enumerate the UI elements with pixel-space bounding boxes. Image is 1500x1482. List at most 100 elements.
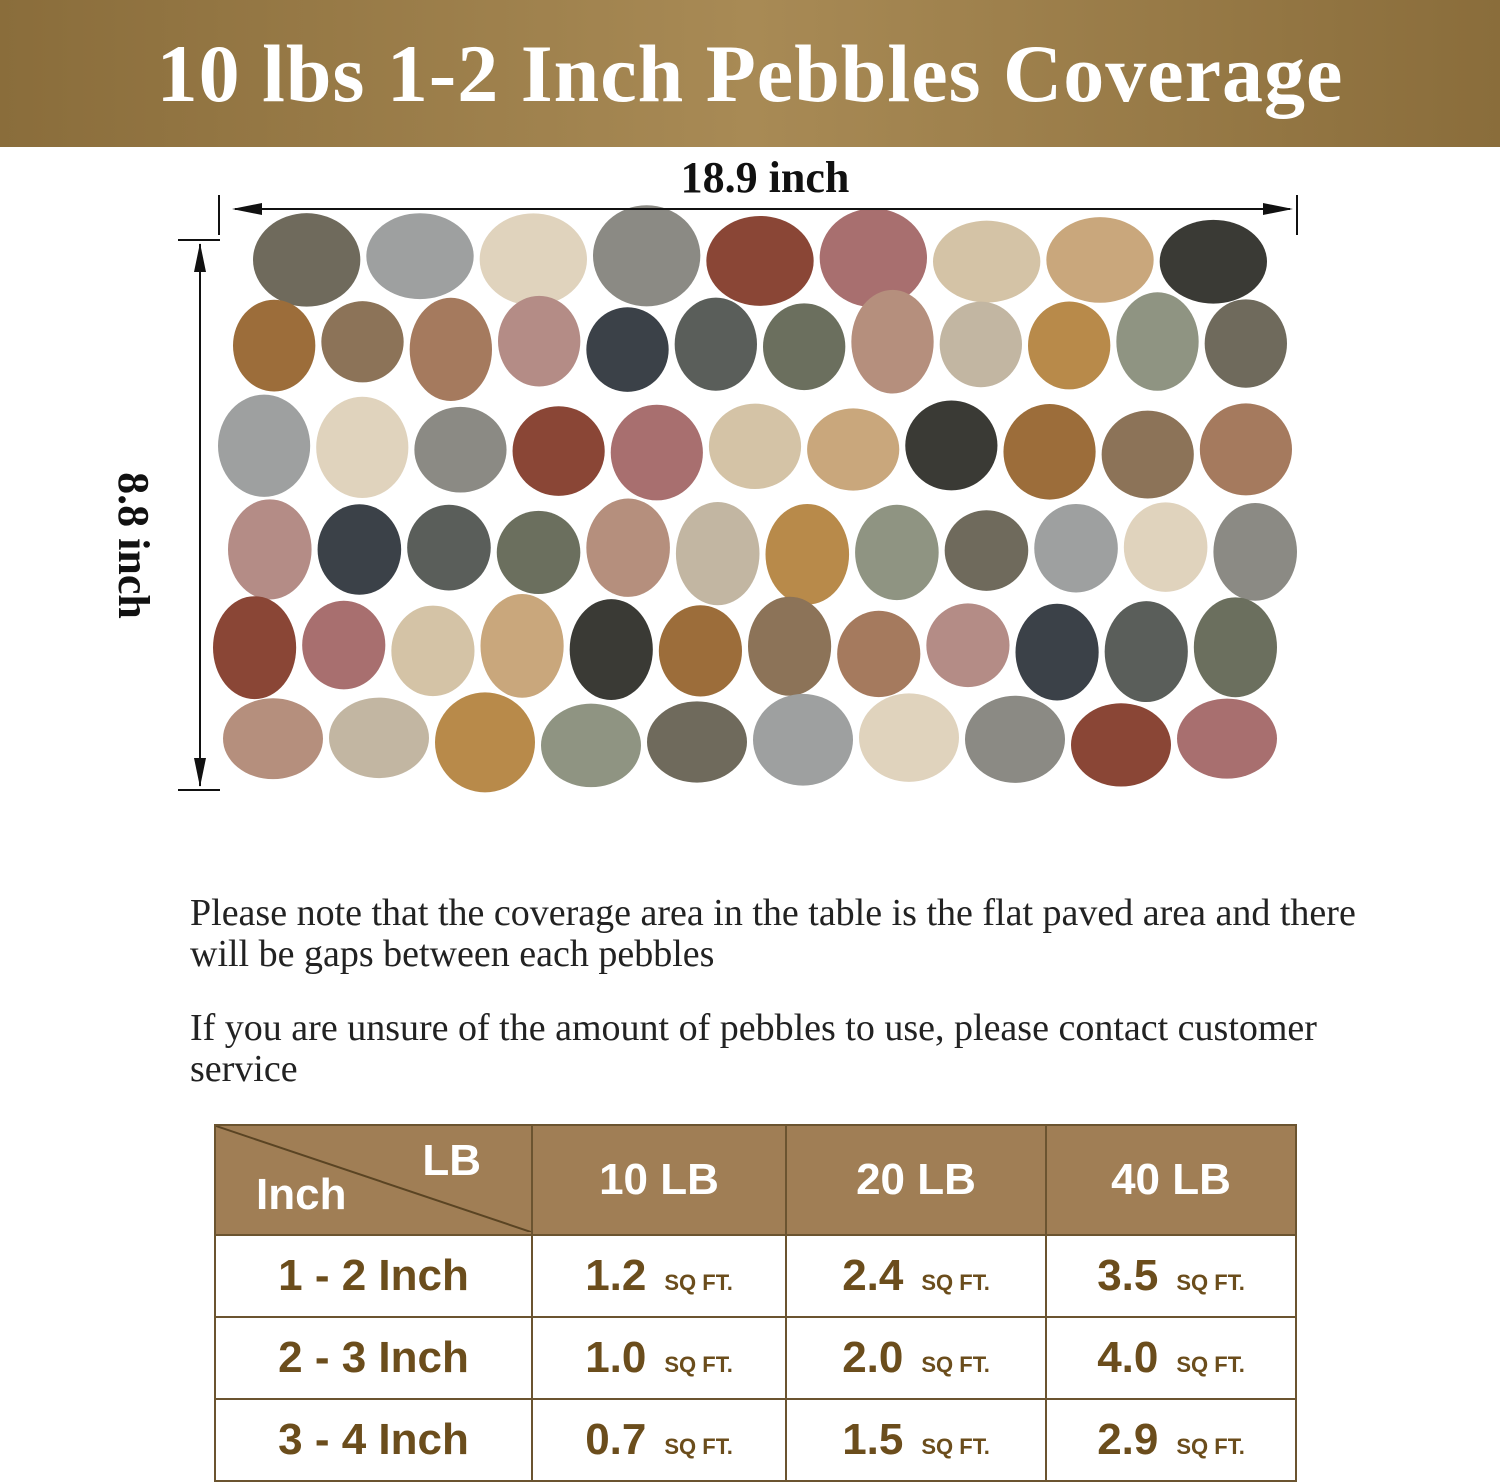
pebble bbox=[965, 695, 1065, 783]
pebble bbox=[586, 307, 669, 392]
pebble bbox=[1104, 601, 1188, 703]
pebble bbox=[302, 600, 386, 690]
pebble bbox=[905, 400, 998, 491]
pebble bbox=[851, 289, 934, 394]
table-header-row: Inch LB 10 LB 20 LB 40 LB bbox=[214, 1124, 1297, 1236]
coverage-table: Inch LB 10 LB 20 LB 40 LB 1 - 2 Inch 1.2… bbox=[214, 1124, 1297, 1482]
pebble bbox=[498, 295, 581, 387]
pebble bbox=[1015, 603, 1099, 701]
note-contact: If you are unsure of the amount of pebbl… bbox=[190, 1007, 1317, 1090]
size-cell: 1 - 2 Inch bbox=[214, 1234, 533, 1318]
pebble bbox=[708, 403, 802, 490]
table-row: 3 - 4 Inch 0.7 SQ FT. 1.5 SQ FT. 2.9 SQ FT. bbox=[214, 1398, 1297, 1482]
pebble bbox=[1123, 502, 1208, 592]
note-coverage: Please note that the coverage area in th… bbox=[190, 892, 1356, 975]
value-cell: 2.4 SQ FT. bbox=[785, 1234, 1047, 1318]
pebble bbox=[753, 693, 853, 786]
width-label: 18.9 inch bbox=[680, 153, 850, 202]
pebble bbox=[218, 394, 311, 497]
pebble bbox=[512, 406, 605, 496]
arrowhead-top bbox=[194, 243, 206, 272]
pebble bbox=[706, 215, 814, 306]
value-cell: 3.5 SQ FT. bbox=[1045, 1234, 1297, 1318]
pebble bbox=[1046, 217, 1154, 303]
pebble bbox=[674, 297, 757, 391]
pebble bbox=[232, 299, 316, 392]
pebble bbox=[213, 596, 297, 700]
pebble bbox=[366, 213, 474, 300]
pebble bbox=[593, 205, 701, 307]
pebble bbox=[435, 692, 535, 793]
pebble bbox=[391, 605, 475, 697]
pebble bbox=[1071, 703, 1171, 787]
pebble bbox=[1101, 410, 1194, 499]
pebble bbox=[748, 596, 832, 696]
col-header: 10 LB bbox=[531, 1124, 787, 1236]
pebble bbox=[317, 504, 402, 595]
table-row: 2 - 3 Inch 1.0 SQ FT. 2.0 SQ FT. 4.0 SQ FT. bbox=[214, 1316, 1297, 1400]
value-cell: 1.5 SQ FT. bbox=[785, 1398, 1047, 1482]
pebble bbox=[409, 297, 493, 402]
pebble bbox=[414, 406, 507, 493]
pebble bbox=[819, 208, 927, 308]
pebble bbox=[855, 504, 939, 601]
page-title: 10 lbs 1-2 Inch Pebbles Coverage bbox=[156, 27, 1344, 119]
pebble bbox=[1199, 403, 1292, 496]
pebble bbox=[765, 503, 850, 605]
pebble bbox=[1034, 503, 1118, 593]
pebble bbox=[675, 501, 760, 606]
pebble bbox=[569, 599, 653, 701]
arrowhead-right bbox=[1263, 203, 1293, 215]
arrowhead-bottom bbox=[194, 758, 206, 787]
value-cell: 4.0 SQ FT. bbox=[1045, 1316, 1297, 1400]
pebble bbox=[1177, 698, 1277, 779]
corner-col-label: LB bbox=[422, 1136, 481, 1185]
pebble bbox=[859, 693, 959, 782]
pebble bbox=[321, 301, 404, 383]
pebble bbox=[944, 510, 1029, 591]
pebble-illustration bbox=[178, 195, 1298, 793]
pebble bbox=[480, 594, 564, 698]
corner-cell: Inch LB bbox=[214, 1124, 533, 1236]
pebble bbox=[1213, 503, 1298, 601]
corner-row-label: Inch bbox=[256, 1170, 347, 1219]
height-label: 8.8 inch bbox=[108, 472, 158, 619]
arrowhead-left bbox=[232, 203, 262, 215]
pebble bbox=[658, 605, 743, 697]
pebble bbox=[227, 499, 312, 600]
pebble bbox=[496, 510, 581, 595]
pebble bbox=[610, 404, 703, 501]
pebble bbox=[1003, 404, 1096, 500]
pebble bbox=[252, 213, 361, 307]
pebble bbox=[316, 396, 409, 498]
pebble bbox=[1193, 597, 1277, 698]
pebble bbox=[407, 504, 491, 591]
pebbles-photo bbox=[213, 205, 1298, 793]
size-cell: 3 - 4 Inch bbox=[214, 1398, 533, 1482]
pebble bbox=[329, 697, 429, 779]
col-header: 40 LB bbox=[1045, 1124, 1297, 1236]
value-cell: 0.7 SQ FT. bbox=[531, 1398, 787, 1482]
pebble bbox=[479, 213, 587, 306]
pebble bbox=[926, 603, 1010, 688]
pebble bbox=[223, 698, 323, 780]
pebble bbox=[837, 610, 921, 698]
pebble bbox=[933, 220, 1041, 303]
pebble bbox=[1116, 292, 1199, 391]
pebble bbox=[1204, 299, 1288, 388]
pebble bbox=[807, 408, 900, 491]
size-cell: 2 - 3 Inch bbox=[214, 1316, 533, 1400]
value-cell: 2.0 SQ FT. bbox=[785, 1316, 1047, 1400]
pebble bbox=[647, 701, 747, 783]
pebble bbox=[1159, 219, 1268, 304]
pebble bbox=[1028, 301, 1111, 390]
value-cell: 1.2 SQ FT. bbox=[531, 1234, 787, 1318]
value-cell: 2.9 SQ FT. bbox=[1045, 1398, 1297, 1482]
col-header: 20 LB bbox=[785, 1124, 1047, 1236]
table-row: 1 - 2 Inch 1.2 SQ FT. 2.4 SQ FT. 3.5 SQ FT. bbox=[214, 1234, 1297, 1318]
pebble bbox=[939, 301, 1022, 388]
title-banner: 10 lbs 1-2 Inch Pebbles Coverage bbox=[0, 0, 1500, 147]
pebble bbox=[541, 703, 641, 788]
pebble bbox=[586, 498, 670, 597]
value-cell: 1.0 SQ FT. bbox=[531, 1316, 787, 1400]
